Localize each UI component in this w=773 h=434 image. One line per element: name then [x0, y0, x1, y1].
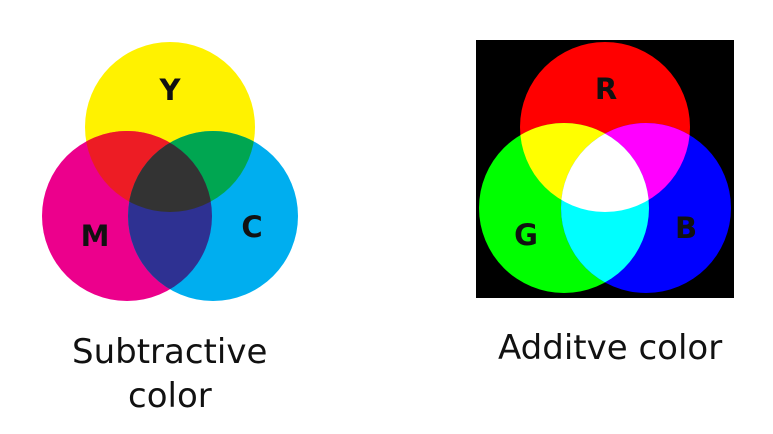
- label-c: C: [241, 210, 262, 244]
- subtractive-caption: Subtractive color: [72, 330, 292, 418]
- subtractive-caption-line1: Subtractive: [72, 332, 268, 372]
- additive-color-panel: R G B: [476, 40, 734, 298]
- additive-color-diagram: R G B: [479, 42, 731, 293]
- label-g: G: [514, 218, 538, 252]
- label-m: M: [81, 219, 110, 253]
- label-b: B: [675, 211, 697, 245]
- center-overlap: [128, 131, 212, 212]
- additive-caption: Additve color: [498, 328, 723, 368]
- label-r: R: [595, 72, 617, 106]
- subtractive-caption-line2: color: [128, 376, 212, 416]
- subtractive-color-diagram: Y M C: [42, 42, 298, 301]
- label-y: Y: [159, 73, 182, 107]
